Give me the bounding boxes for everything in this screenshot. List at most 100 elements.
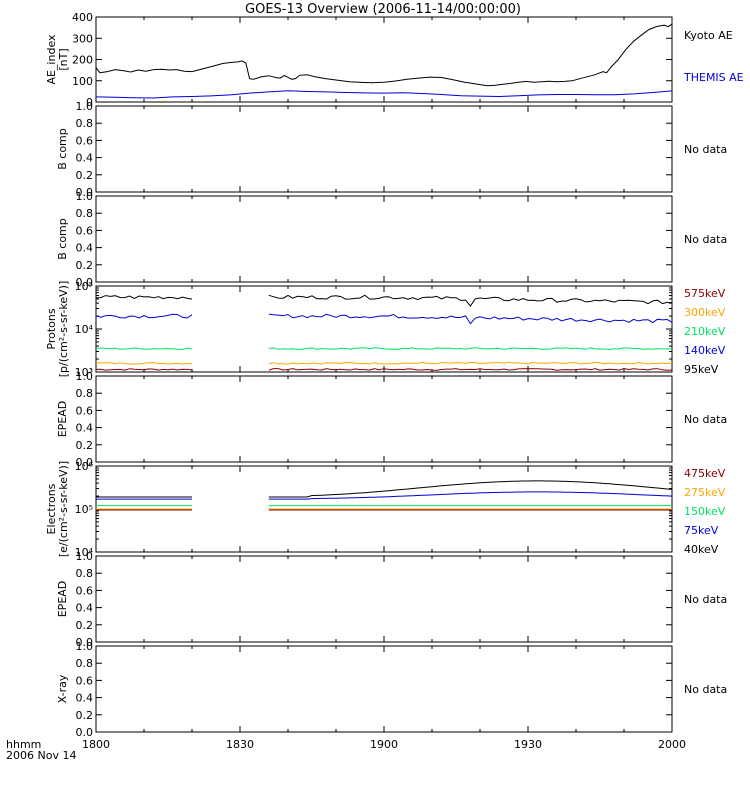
y-tick-label: 0.4 [76,152,94,165]
y-tick-label: 0 [86,96,93,109]
y-tick-label: 0.0 [76,636,94,649]
y-axis-title: EPEAD [56,581,69,618]
series-line-4 [268,294,673,307]
legend-label: 75keV [684,524,719,537]
y-axis-title: AE_index [45,34,58,85]
panel-epead2: 0.0 0.2 0.4 0.6 0.8 1.0 EPEAD No data [56,550,727,649]
y-axis-title: [e/(cm²-s-sr-keV)] [57,461,70,557]
panel-xray: 0.0 0.2 0.4 0.6 0.8 1.0 X-ray No data [56,640,727,739]
y-tick-label: 1.0 [76,640,94,653]
y-axis-title: B comp [56,218,69,260]
no-data-label: No data [684,143,727,156]
y-tick-label: 0.6 [76,584,94,597]
y-tick-label: 1.0 [76,190,94,203]
series-line-3 [95,313,193,319]
y-tick-label: 10³ [75,366,93,379]
x-tick-label: 1830 [226,738,254,751]
series-line-0 [95,23,673,87]
panel-frame [95,555,673,643]
no-data-label: No data [684,233,727,246]
y-tick-label: 0.0 [76,456,94,469]
y-axis-title: [nT] [57,48,70,70]
series-line-2 [95,347,193,350]
series-line-1 [96,362,193,365]
y-tick-label: 0.6 [76,674,94,687]
legend-label: 210keV [684,325,726,338]
panels: 0 100 200 300 400 AE_index [nT] Kyoto AE THEMIS … [45,11,744,751]
y-tick-label: 10⁴ [75,546,94,559]
panel-epead1: 0.0 0.2 0.4 0.6 0.8 1.0 EPEAD No data [56,370,727,469]
y-tick-label: 0.0 [76,726,94,739]
y-tick-label: 1.0 [76,100,94,113]
panel-bcomp2: 0.0 0.2 0.4 0.6 0.8 1.0 B comp No data [56,190,727,289]
series-line-1 [268,361,673,365]
panel-protons: 10³ 10⁴ 10⁵ Protons [p/(cm²-s-sr-keV)] 575keV… [45,280,726,379]
date-label: 2006 Nov 14 [6,749,76,762]
series-line-0 [95,368,193,371]
series-line-4 [268,480,673,498]
y-tick-label: 100 [72,75,93,88]
legend-label: 300keV [684,306,726,319]
panel-electrons: 10⁴ 10⁵ 10⁶ Electrons [e/(cm²-s-sr-keV)] 475k… [45,460,726,559]
y-tick-label: 0.4 [76,242,94,255]
y-tick-label: 0.8 [76,387,94,400]
legend-label: Kyoto AE [684,29,733,42]
y-tick-label: 0.8 [76,117,94,130]
y-tick-label: 0.6 [76,224,94,237]
panel-bcomp1: 0.0 0.2 0.4 0.6 0.8 1.0 B comp No data [56,100,727,199]
x-tick-label: 1930 [514,738,542,751]
y-tick-label: 0.6 [76,404,94,417]
x-tick-label: 1900 [370,738,398,751]
legend-label: 140keV [684,344,726,357]
panel-frame [95,195,673,283]
y-tick-label: 10⁶ [75,460,94,473]
time-axis-label: hhmm [6,738,41,751]
y-axis-title: X-ray [56,674,69,703]
x-tick-label: 2000 [658,738,686,751]
series-line-0 [268,367,673,371]
y-tick-label: 10⁵ [75,503,93,516]
y-axis-title: [p/(cm²-s-sr-keV)] [57,281,70,378]
y-tick-label: 0.4 [76,602,94,615]
y-axis-title: B comp [56,128,69,170]
y-tick-label: 300 [72,32,93,45]
y-axis-title: EPEAD [56,401,69,438]
y-tick-label: 0.2 [76,169,94,182]
panel-frame [95,16,673,103]
y-tick-label: 200 [72,54,93,67]
y-tick-label: 0.0 [76,276,94,289]
y-tick-label: 0.4 [76,692,94,705]
y-tick-label: 400 [72,11,93,24]
y-tick-label: 0.8 [76,657,94,670]
y-tick-label: 0.4 [76,422,94,435]
panel-ae: 0 100 200 300 400 AE_index [nT] Kyoto AE THEMIS … [45,11,744,109]
panel-frame [95,285,673,373]
series-line-3 [268,491,673,500]
y-tick-label: 0.2 [76,709,94,722]
legend-label: 95keV [684,363,719,376]
x-tick-label: 1800 [82,738,110,751]
no-data-label: No data [684,413,727,426]
y-tick-label: 1.0 [76,550,94,563]
legend-label: 150keV [684,505,726,518]
y-tick-label: 0.8 [76,207,94,220]
y-tick-label: 0.2 [76,619,94,632]
figure-title: GOES-13 Overview (2006-11-14/00:00:00) [245,2,521,17]
no-data-label: No data [684,593,727,606]
y-tick-label: 10⁵ [75,280,93,293]
legend-label: 475keV [684,467,726,480]
y-tick-label: 0.2 [76,439,94,452]
series-line-3 [268,313,673,325]
legend-label: 575keV [684,287,726,300]
panel-frame [95,105,673,193]
y-tick-label: 0.8 [76,567,94,580]
y-tick-label: 0.0 [76,186,94,199]
panel-frame [95,645,673,733]
panel-frame [95,375,673,463]
y-tick-label: 10⁴ [75,323,94,336]
legend-label: 40keV [684,543,719,556]
no-data-label: No data [684,683,727,696]
y-axis-title: Protons [45,308,58,349]
legend-label: 275keV [684,486,726,499]
